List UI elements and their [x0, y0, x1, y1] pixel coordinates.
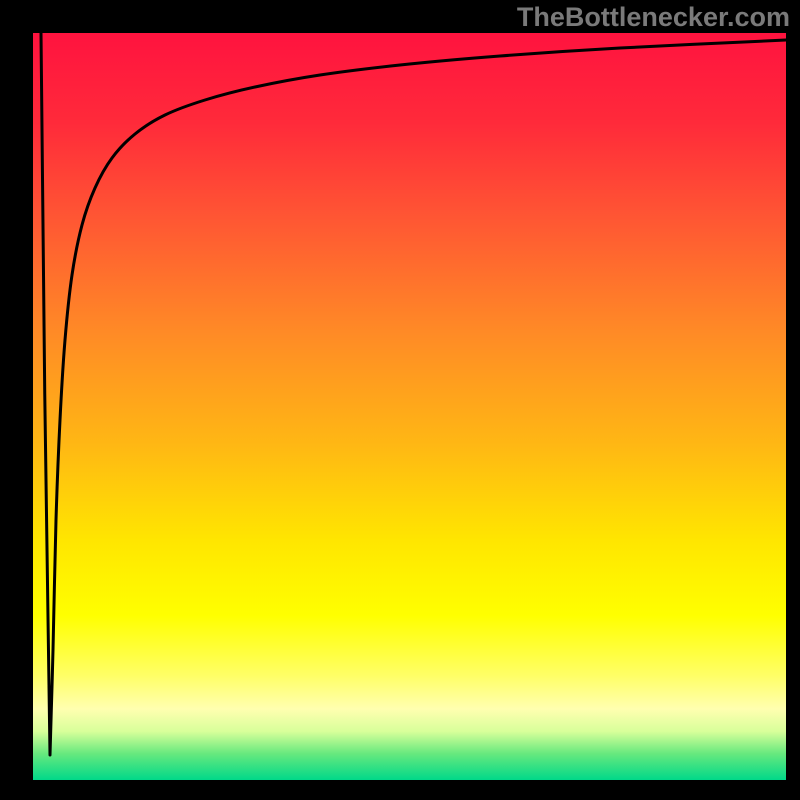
chart-stage: TheBottlenecker.com — [0, 0, 800, 800]
plot-area — [33, 33, 786, 780]
bottleneck-chart — [0, 0, 800, 800]
